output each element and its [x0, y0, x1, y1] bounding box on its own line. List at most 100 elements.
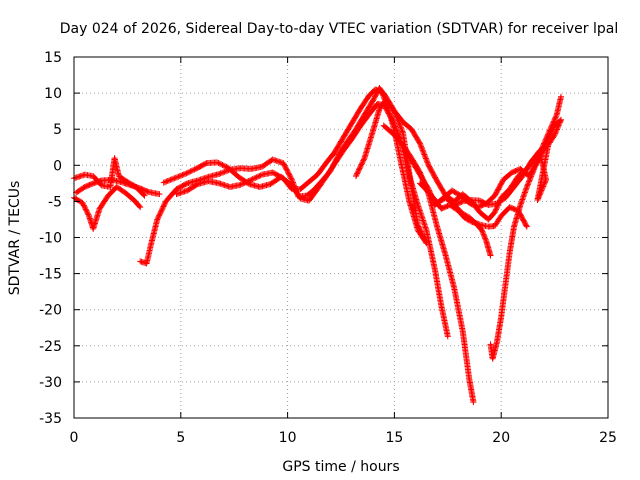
- data-point: [523, 183, 530, 190]
- data-point: [161, 200, 168, 207]
- data-point: [81, 203, 88, 210]
- data-point: [353, 171, 360, 178]
- y-tick-label: -35: [39, 411, 62, 427]
- data-point: [467, 217, 474, 224]
- data-point: [427, 190, 434, 197]
- data-point: [354, 170, 361, 177]
- series-track-m: [402, 116, 565, 211]
- data-point: [418, 143, 425, 150]
- data-point: [525, 178, 532, 185]
- data-point: [526, 177, 533, 184]
- data-point: [141, 192, 148, 199]
- data-point: [524, 181, 531, 188]
- data-point: [397, 123, 404, 130]
- data-point: [248, 176, 255, 183]
- data-point: [163, 178, 170, 185]
- y-tick-label: -25: [39, 339, 62, 355]
- data-point: [253, 174, 260, 181]
- data-point: [284, 169, 291, 176]
- data-point: [523, 222, 530, 229]
- data-point: [84, 208, 91, 215]
- data-point: [80, 202, 87, 209]
- x-axis-label: GPS time / hours: [282, 459, 399, 475]
- y-axis-label: SDTVAR / TECUs: [7, 181, 23, 296]
- series-track-f: [173, 86, 430, 247]
- data-point: [238, 181, 245, 188]
- data-point: [423, 240, 430, 247]
- axis-ticks: 0 5 10 15 20 25 15 10 5 0 -5 -10 -15 -20 -25 -30 -35: [39, 50, 617, 446]
- data-point: [479, 228, 486, 235]
- data-point: [424, 159, 431, 166]
- data-point: [222, 168, 229, 175]
- series-track-a: [71, 183, 144, 232]
- y-tick-label: -15: [39, 267, 62, 283]
- data-point: [425, 186, 432, 193]
- data-point: [379, 89, 386, 96]
- data-point: [418, 144, 425, 151]
- data-point: [419, 146, 426, 153]
- data-point: [79, 199, 86, 206]
- data-point: [427, 191, 434, 198]
- data-point: [256, 172, 263, 179]
- data-point: [481, 234, 488, 241]
- data-point: [419, 147, 426, 154]
- data-point: [202, 160, 209, 167]
- data-point: [174, 174, 181, 181]
- data-point: [82, 206, 89, 213]
- data-point: [397, 124, 404, 131]
- data-point: [80, 201, 87, 208]
- data-point: [417, 141, 424, 148]
- y-tick-label: 5: [53, 122, 62, 138]
- data-point: [215, 160, 222, 167]
- data-point: [193, 181, 200, 188]
- data-point: [179, 172, 186, 179]
- data-point: [428, 194, 435, 201]
- data-point: [538, 150, 545, 157]
- y-tick-label: -5: [48, 194, 62, 210]
- data-point: [289, 178, 296, 185]
- data-point: [156, 211, 163, 218]
- data-point: [218, 169, 225, 176]
- data-point: [237, 181, 244, 188]
- data-point: [136, 203, 143, 210]
- data-point: [357, 162, 364, 169]
- data-point: [399, 128, 406, 135]
- data-point: [178, 172, 185, 179]
- data-point: [537, 152, 544, 159]
- data-point: [556, 117, 563, 124]
- y-tick-label: 10: [44, 86, 62, 102]
- data-point: [219, 161, 226, 168]
- x-tick-label: 5: [176, 430, 185, 446]
- data-point: [465, 217, 472, 224]
- data-point: [423, 156, 430, 163]
- data-point: [249, 176, 256, 183]
- data-point: [355, 167, 362, 174]
- data-point: [144, 188, 151, 195]
- data-point: [157, 208, 164, 215]
- data-point: [558, 116, 565, 123]
- data-point: [188, 167, 195, 174]
- data-point: [166, 177, 173, 184]
- data-point: [284, 167, 291, 174]
- data-point: [240, 180, 247, 187]
- x-tick-label: 25: [599, 430, 617, 446]
- data-point: [487, 252, 494, 259]
- y-tick-label: -20: [39, 303, 62, 319]
- data-point: [162, 179, 169, 186]
- series-track-c: [73, 176, 163, 198]
- data-point: [551, 117, 558, 124]
- x-tick-label: 20: [492, 430, 510, 446]
- data-point: [170, 175, 177, 182]
- data-point: [164, 178, 171, 185]
- data-point: [352, 173, 359, 180]
- data-point: [288, 175, 295, 182]
- data-point: [358, 161, 365, 168]
- data-point: [417, 140, 424, 147]
- data-point: [244, 178, 251, 185]
- data-point: [421, 152, 428, 159]
- data-point: [218, 161, 225, 168]
- data-point: [546, 132, 553, 139]
- data-point: [171, 175, 178, 182]
- data-point: [478, 227, 485, 234]
